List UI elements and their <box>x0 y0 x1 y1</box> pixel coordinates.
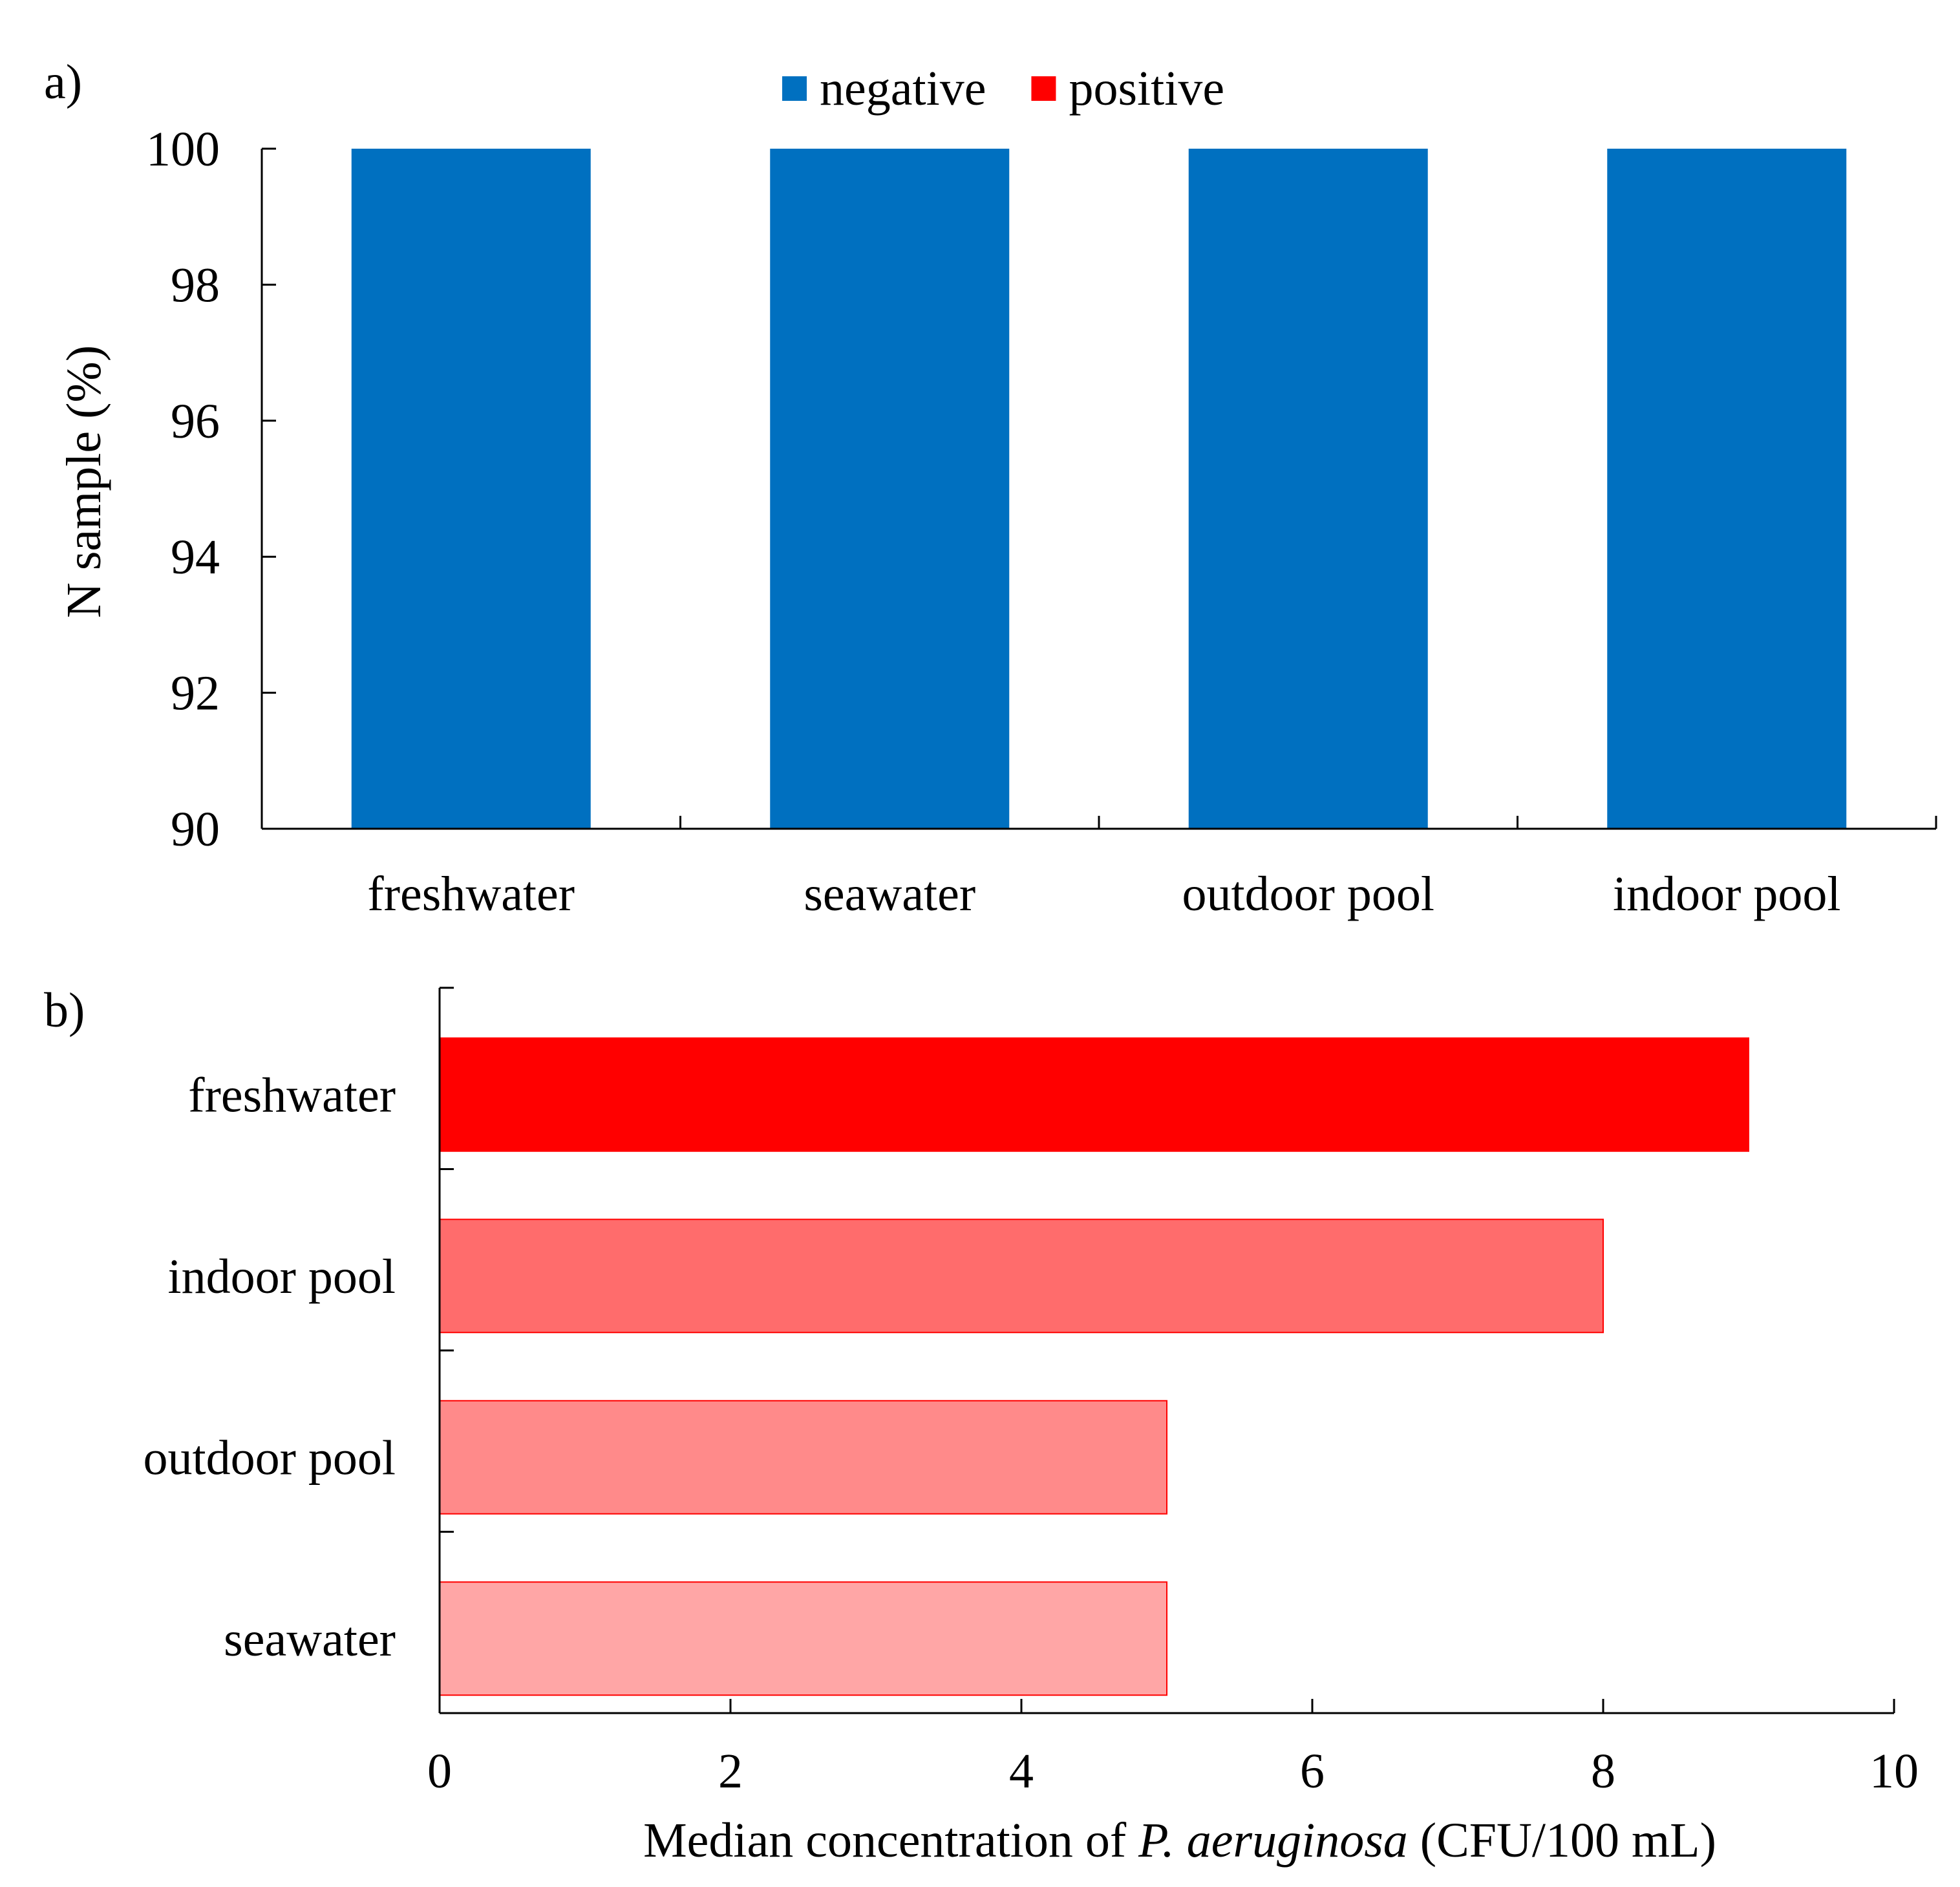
y-label-indoor-pool: indoor pool <box>167 1250 396 1304</box>
bar-seawater-negative <box>770 149 1010 829</box>
y-tick-label-94: 94 <box>171 530 220 584</box>
x-axis-title-part-2: (CFU/100 mL) <box>1408 1813 1716 1868</box>
panel-a-y-axis-title: N sample (%) <box>57 345 111 618</box>
bar-indoor-pool-negative <box>1607 149 1847 829</box>
x-axis-title-part-0: Median concentration of <box>643 1813 1138 1868</box>
x-tick-label-8: 8 <box>1591 1744 1615 1798</box>
x-tick-label-0: 0 <box>427 1744 452 1798</box>
y-tick-label-100: 100 <box>146 122 220 176</box>
x-tick-label-6: 6 <box>1300 1744 1325 1798</box>
y-tick-label-98: 98 <box>171 258 220 312</box>
x-axis-title-part-1: P. aeruginosa <box>1138 1813 1408 1868</box>
x-tick-label-2: 2 <box>718 1744 743 1798</box>
bar-outdoor-pool-negative <box>1188 149 1428 829</box>
panel-b-horizontal-bar-chart: b) freshwater indoor pool outdoor pool seawa… <box>44 983 1919 1868</box>
x-label-seawater: seawater <box>804 867 975 921</box>
hbar-seawater <box>439 1581 1167 1696</box>
hbar-freshwater <box>439 1037 1749 1152</box>
y-tick-label-92: 92 <box>171 666 220 721</box>
hbar-indoor-pool <box>439 1219 1604 1334</box>
panel-b-x-axis-title: Median concentration of P. aeruginosa (C… <box>643 1813 1716 1868</box>
panel-b-label: b) <box>44 983 85 1038</box>
y-tick-label-96: 96 <box>171 394 220 449</box>
panel-a-stacked-bar-chart: a) 90 92 94 96 98 100 freshwater seawater outdoor… <box>44 55 1937 921</box>
y-label-freshwater: freshwater <box>188 1068 396 1122</box>
x-tick-label-10: 10 <box>1869 1744 1919 1798</box>
y-label-seawater: seawater <box>224 1612 396 1667</box>
hbar-outdoor-pool <box>439 1400 1167 1515</box>
x-label-indoor-pool: indoor pool <box>1613 867 1841 921</box>
legend-label-negative: negative <box>820 61 986 116</box>
y-label-outdoor-pool: outdoor pool <box>143 1431 396 1485</box>
x-label-freshwater: freshwater <box>367 867 575 921</box>
x-tick-label-4: 4 <box>1009 1744 1034 1798</box>
x-label-outdoor-pool: outdoor pool <box>1182 867 1434 921</box>
legend-swatch-negative <box>782 76 807 101</box>
legend-swatch-positive <box>1031 76 1056 101</box>
legend-label-positive: positive <box>1069 61 1224 116</box>
panel-a-label: a) <box>44 55 82 109</box>
y-tick-label-90: 90 <box>171 802 220 857</box>
legend: negative positive <box>782 61 1224 116</box>
bar-freshwater-negative <box>351 149 591 829</box>
